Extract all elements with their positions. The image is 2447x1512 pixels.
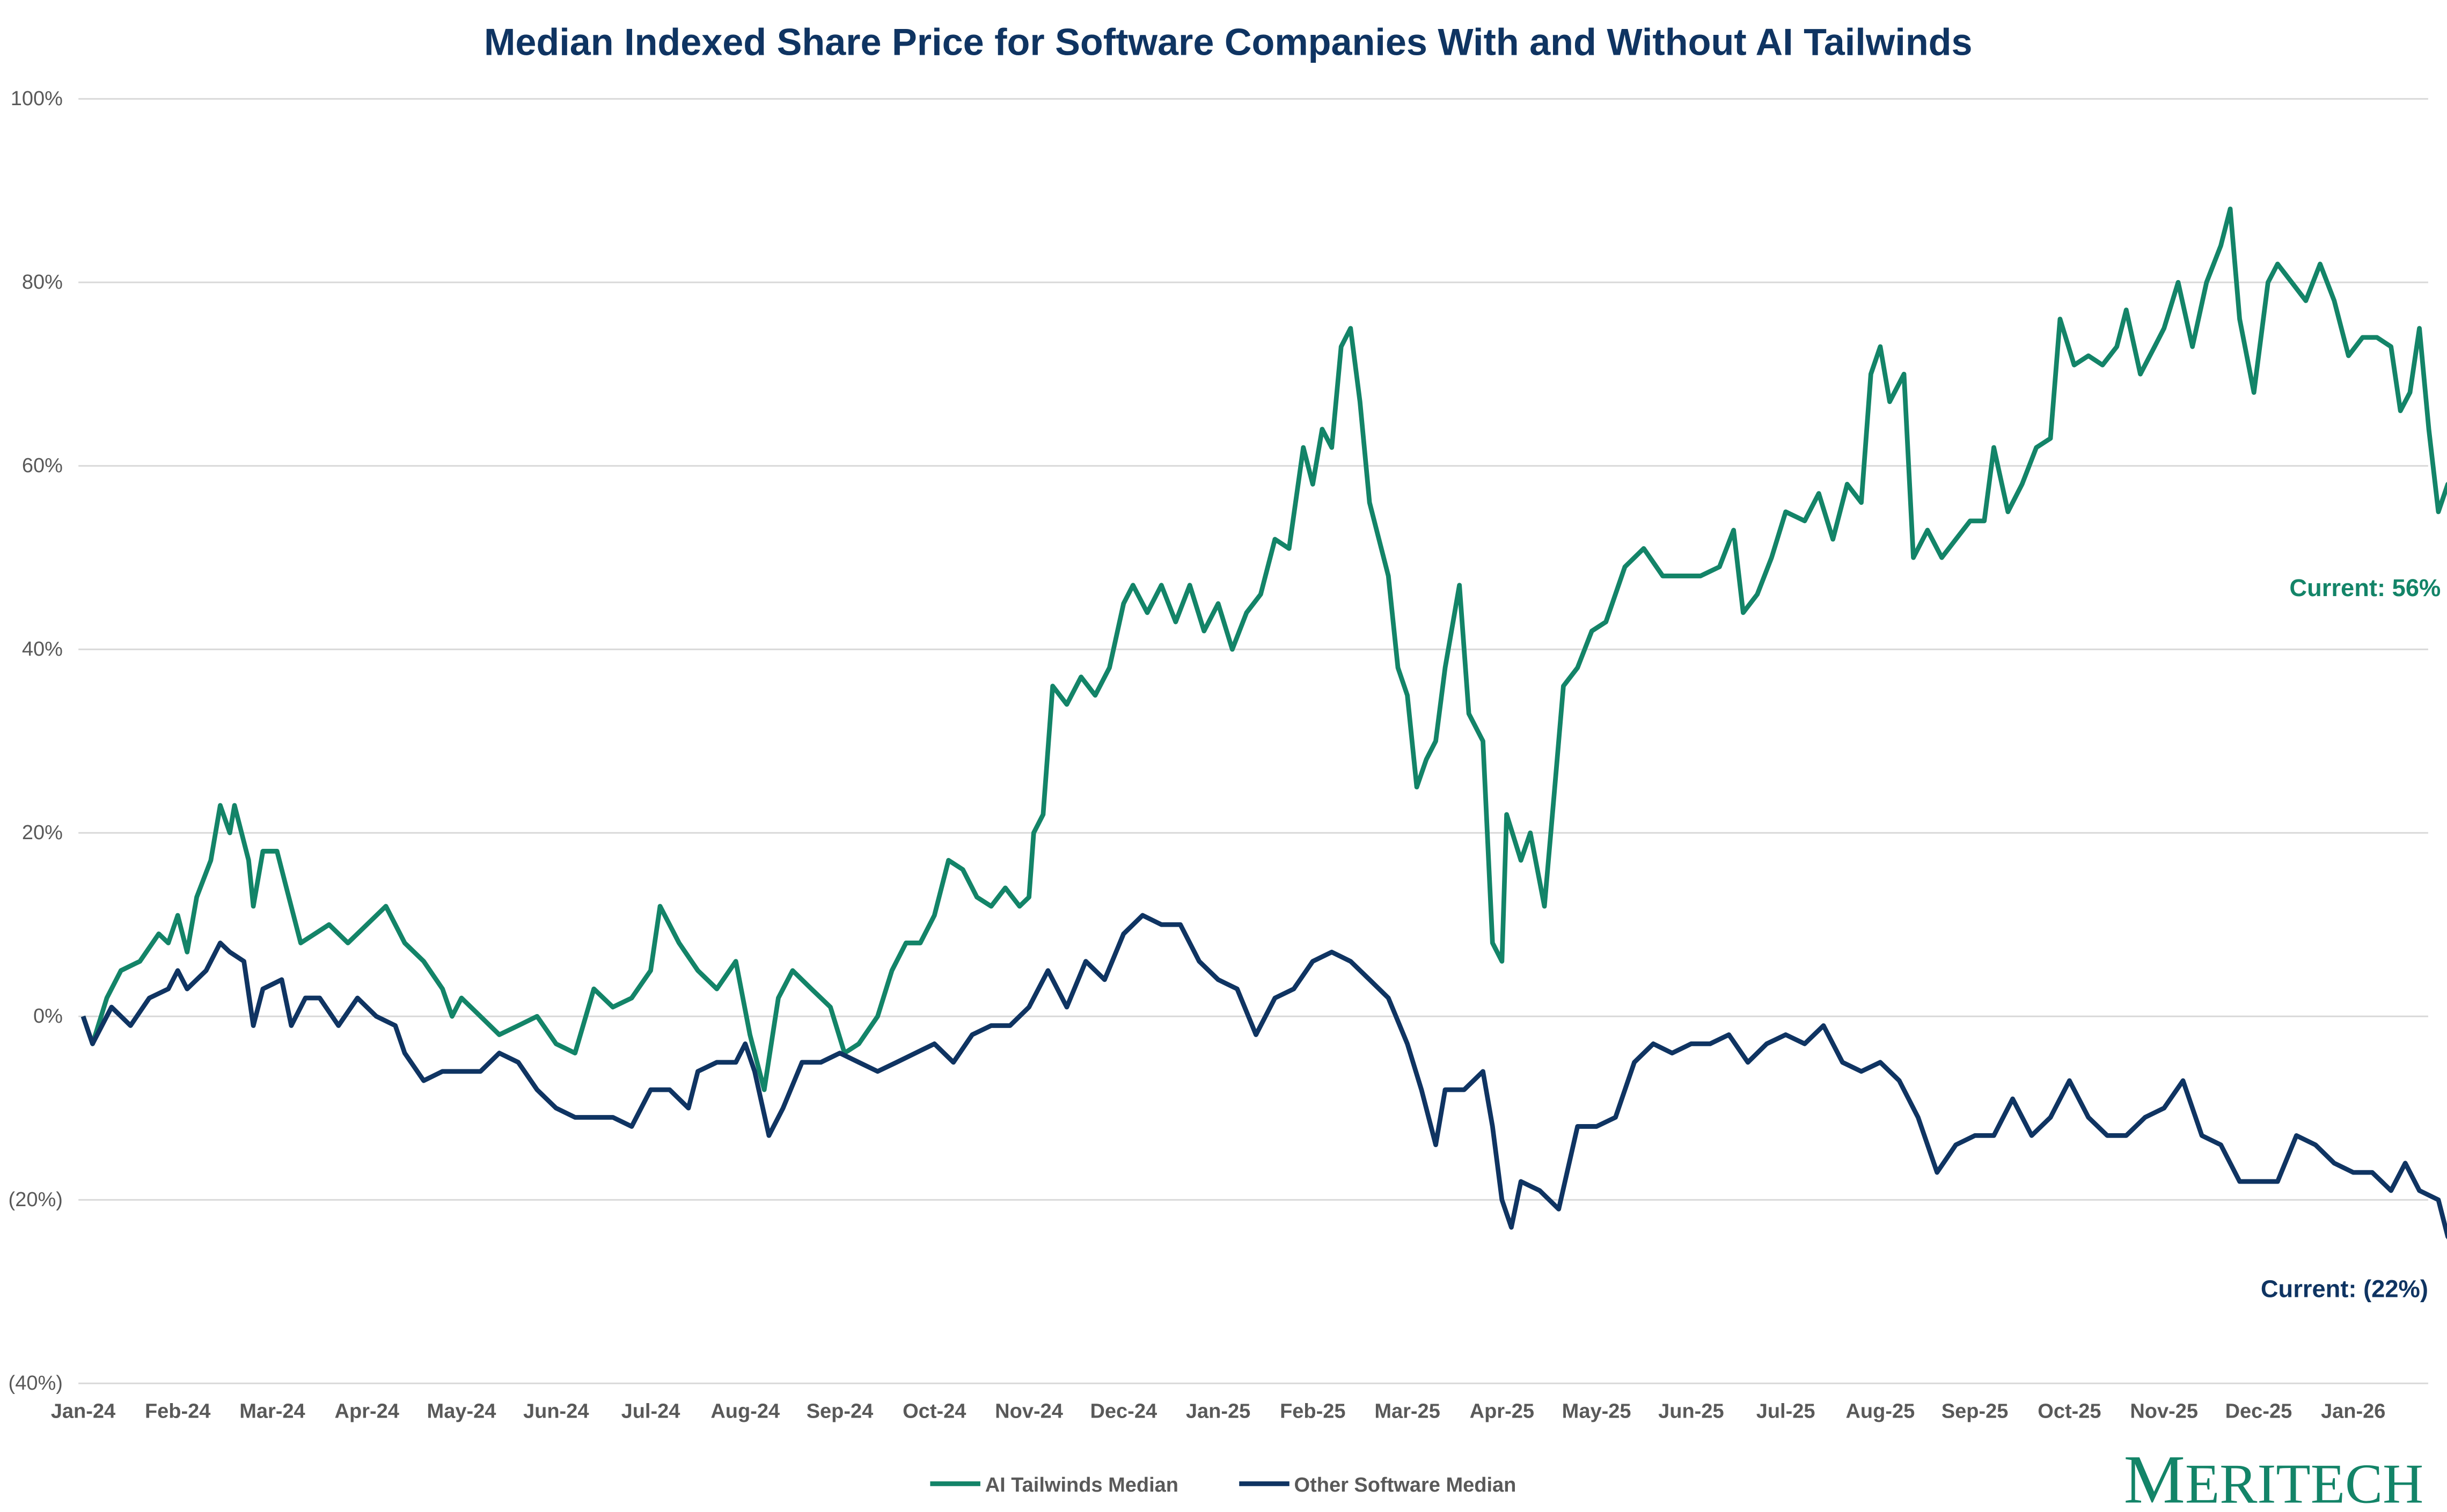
ai-current-annotation: Current: 56% — [2289, 574, 2441, 601]
chart-title: Median Indexed Share Price for Software … — [484, 20, 1973, 63]
x-tick-label: Oct-24 — [903, 1400, 966, 1423]
x-tick-label: Jul-24 — [621, 1400, 680, 1423]
y-tick-label: 80% — [22, 271, 63, 293]
x-tick-label: Aug-25 — [1845, 1400, 1915, 1423]
x-tick-label: Sep-24 — [807, 1400, 874, 1423]
y-tick-label: 0% — [33, 1005, 63, 1027]
x-tick-label: Nov-25 — [2130, 1400, 2198, 1423]
y-tick-label: 60% — [22, 454, 63, 477]
x-tick-label: Nov-24 — [995, 1400, 1063, 1423]
y-axis-ticks: 100% 80% 60% 40% 20% 0% (20%) (40%) — [9, 87, 63, 1394]
x-tick-label: Jan-24 — [51, 1400, 115, 1423]
x-tick-label: Jul-25 — [1756, 1400, 1815, 1423]
other-current-annotation: Current: (22%) — [2261, 1275, 2428, 1302]
x-tick-label: Jun-25 — [1658, 1400, 1724, 1423]
y-tick-label: 20% — [22, 821, 63, 844]
x-tick-label: Dec-24 — [1090, 1400, 1157, 1423]
x-tick-label: Aug-24 — [710, 1400, 780, 1423]
y-tick-label: (40%) — [9, 1372, 63, 1394]
x-tick-label: Feb-25 — [1280, 1400, 1345, 1423]
x-tick-label: Apr-25 — [1470, 1400, 1534, 1423]
x-tick-label: Oct-25 — [2038, 1400, 2101, 1423]
x-tick-label: Jan-26 — [2321, 1400, 2385, 1423]
legend-label-ai: AI Tailwinds Median — [985, 1474, 1178, 1496]
x-tick-label: Apr-24 — [335, 1400, 399, 1423]
x-tick-label: Jan-25 — [1186, 1400, 1250, 1423]
x-tick-label: May-25 — [1562, 1400, 1631, 1423]
y-tick-label: 100% — [11, 87, 63, 110]
series-line-other-software — [80, 913, 2447, 1239]
x-tick-label: Mar-24 — [239, 1400, 305, 1423]
gridlines — [78, 98, 2428, 1384]
y-tick-label: (20%) — [9, 1188, 63, 1211]
x-tick-label: Dec-25 — [2225, 1400, 2292, 1423]
legend-label-other: Other Software Median — [1294, 1474, 1516, 1496]
x-tick-label: Sep-25 — [1942, 1400, 2009, 1423]
legend: AI Tailwinds Median Other Software Media… — [930, 1474, 1516, 1496]
x-tick-label: Jun-24 — [523, 1400, 589, 1423]
x-axis-ticks: Jan-24 Feb-24 Mar-24 Apr-24 May-24 Jun-24 Jul-… — [51, 1400, 2386, 1423]
x-tick-label: Mar-25 — [1374, 1400, 1440, 1423]
x-tick-label: May-24 — [427, 1400, 496, 1423]
series-lines — [80, 207, 2447, 1239]
series-line-ai-tailwinds — [80, 207, 2447, 1092]
x-tick-label: Feb-24 — [145, 1400, 210, 1423]
y-tick-label: 40% — [22, 638, 63, 660]
meritech-logo: MERITECH — [2124, 1441, 2424, 1512]
